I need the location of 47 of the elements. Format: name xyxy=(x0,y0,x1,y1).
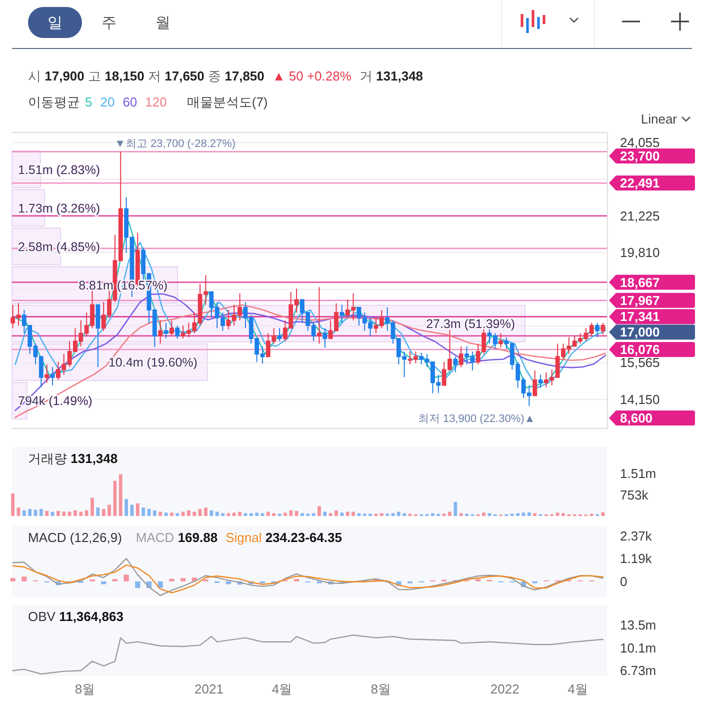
y-tick-label: 6.73m xyxy=(620,662,656,678)
data-label: 10.4m (19.60%) xyxy=(108,356,198,370)
annotation: 22,491 xyxy=(620,176,660,191)
data-label: 27.3m (51.39%) xyxy=(426,317,515,332)
text: ▲ 50 +0.28% xyxy=(272,68,352,84)
data-label: 2.58m (4.85%) xyxy=(18,240,100,254)
legend: 이동평균 5 20 60 120 xyxy=(28,94,167,110)
annotation: 17,341 xyxy=(620,309,660,324)
y-tick-label: 1.51m xyxy=(620,466,656,481)
y-tick-label: 24,055 xyxy=(620,134,660,150)
data-label: 1.51m (2.83%) xyxy=(18,162,100,177)
annotation: 23,700 xyxy=(620,148,660,164)
annotation: 16,076 xyxy=(620,342,660,357)
y-tick-label: 15,565 xyxy=(620,355,660,370)
x-tick-label: 8월 xyxy=(74,682,96,696)
x-tick-label: 2022 xyxy=(490,682,520,696)
text: 주 xyxy=(102,14,116,32)
annotation: 17,967 xyxy=(620,292,660,308)
chart-title: 매물분석도(7) xyxy=(186,94,268,110)
y-tick-label: 2.37k xyxy=(620,528,652,544)
y-tick-label: 1.19k xyxy=(620,551,652,566)
y-tick-label: 19,810 xyxy=(620,245,660,260)
y-tick-label: 10.1m xyxy=(620,640,656,656)
text: 시 17,900 고 18,150 저 17,650 종 17,850 xyxy=(28,68,264,84)
text: 월 xyxy=(156,14,170,32)
text: 거 131,348 xyxy=(359,68,424,84)
y-tick-label: 14,150 xyxy=(620,392,660,407)
y-tick-label: 0 xyxy=(620,574,628,589)
y-tick-label: 13.5m xyxy=(620,618,656,633)
legend: MACD 169.88 Signal 234.23-64.35 xyxy=(136,530,342,545)
annotation: 17,000 xyxy=(620,324,660,340)
text: Linear xyxy=(640,112,678,126)
x-tick-label: 2021 xyxy=(194,682,224,696)
text: 일 xyxy=(48,14,62,32)
annotation: 18,667 xyxy=(620,274,660,290)
annotation: ▼최고 23,700 (-28.27%) xyxy=(114,138,236,150)
data-label: 1.73m (3.26%) xyxy=(18,201,100,216)
x-tick-label: 4월 xyxy=(272,682,292,696)
y-tick-label: 21,225 xyxy=(620,208,660,224)
y-tick-label: 753k xyxy=(620,487,649,502)
annotation: 최저 13,900 (22.30%)▲ xyxy=(418,412,536,425)
text: 8,600 xyxy=(620,410,653,426)
chart-title: 거래량 131,348 xyxy=(28,451,118,466)
chart-title: OBV 11,364,863 xyxy=(28,609,124,624)
x-tick-label: 4월 xyxy=(568,682,588,696)
chart-title: MACD (12,26,9) xyxy=(28,530,122,545)
x-tick-label: 8월 xyxy=(370,682,391,696)
